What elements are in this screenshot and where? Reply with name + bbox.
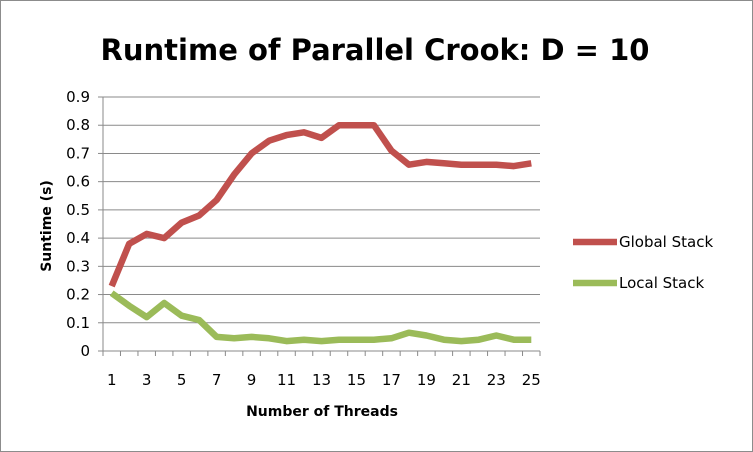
axes: 00.10.20.30.40.50.60.70.80.91 3 5 7 9 11 13 15 1… (66, 88, 541, 389)
legend: Global Stack Local Stack (573, 233, 713, 292)
y-axis-title: Suntime (s) (39, 180, 55, 272)
series-lines (108, 121, 532, 345)
y-tick-label: 0.1 (66, 314, 90, 332)
x-tick-label: 11 (277, 371, 296, 389)
x-tick-label: 1 (107, 371, 117, 389)
x-tick-label: 15 (347, 371, 366, 389)
x-tick-label: 23 (487, 371, 506, 389)
chart-title: Runtime of Parallel Crook: D = 10 (101, 33, 650, 67)
series-line-local-stack (109, 290, 532, 345)
y-tick-label: 0.5 (66, 201, 90, 219)
y-tick-label: 0.7 (66, 144, 90, 162)
x-tick-label: 25 (522, 371, 541, 389)
x-tick-label: 13 (312, 371, 331, 389)
x-tick-label: 5 (177, 371, 187, 389)
x-tick-label: 9 (247, 371, 257, 389)
legend-label: Local Stack (619, 274, 704, 292)
y-tick-label: 0.2 (66, 286, 90, 304)
y-tick-label: 0.6 (66, 173, 90, 191)
series-line-global-stack (108, 121, 532, 288)
y-tick-label: 0.4 (66, 229, 90, 247)
x-tick-label: 3 (142, 371, 152, 389)
x-tick-label: 17 (382, 371, 401, 389)
x-tick-label: 7 (212, 371, 222, 389)
y-tick-label: 0.3 (66, 257, 90, 275)
x-axis-title: Number of Threads (246, 404, 398, 420)
x-tick-label: 21 (452, 371, 471, 389)
x-tick-label: 19 (417, 371, 436, 389)
y-tick-label: 0 (80, 342, 90, 360)
gridlines (103, 96, 540, 324)
y-tick-label: 0.9 (66, 88, 90, 106)
y-tick-label: 0.8 (66, 116, 90, 134)
legend-label: Global Stack (619, 233, 713, 251)
